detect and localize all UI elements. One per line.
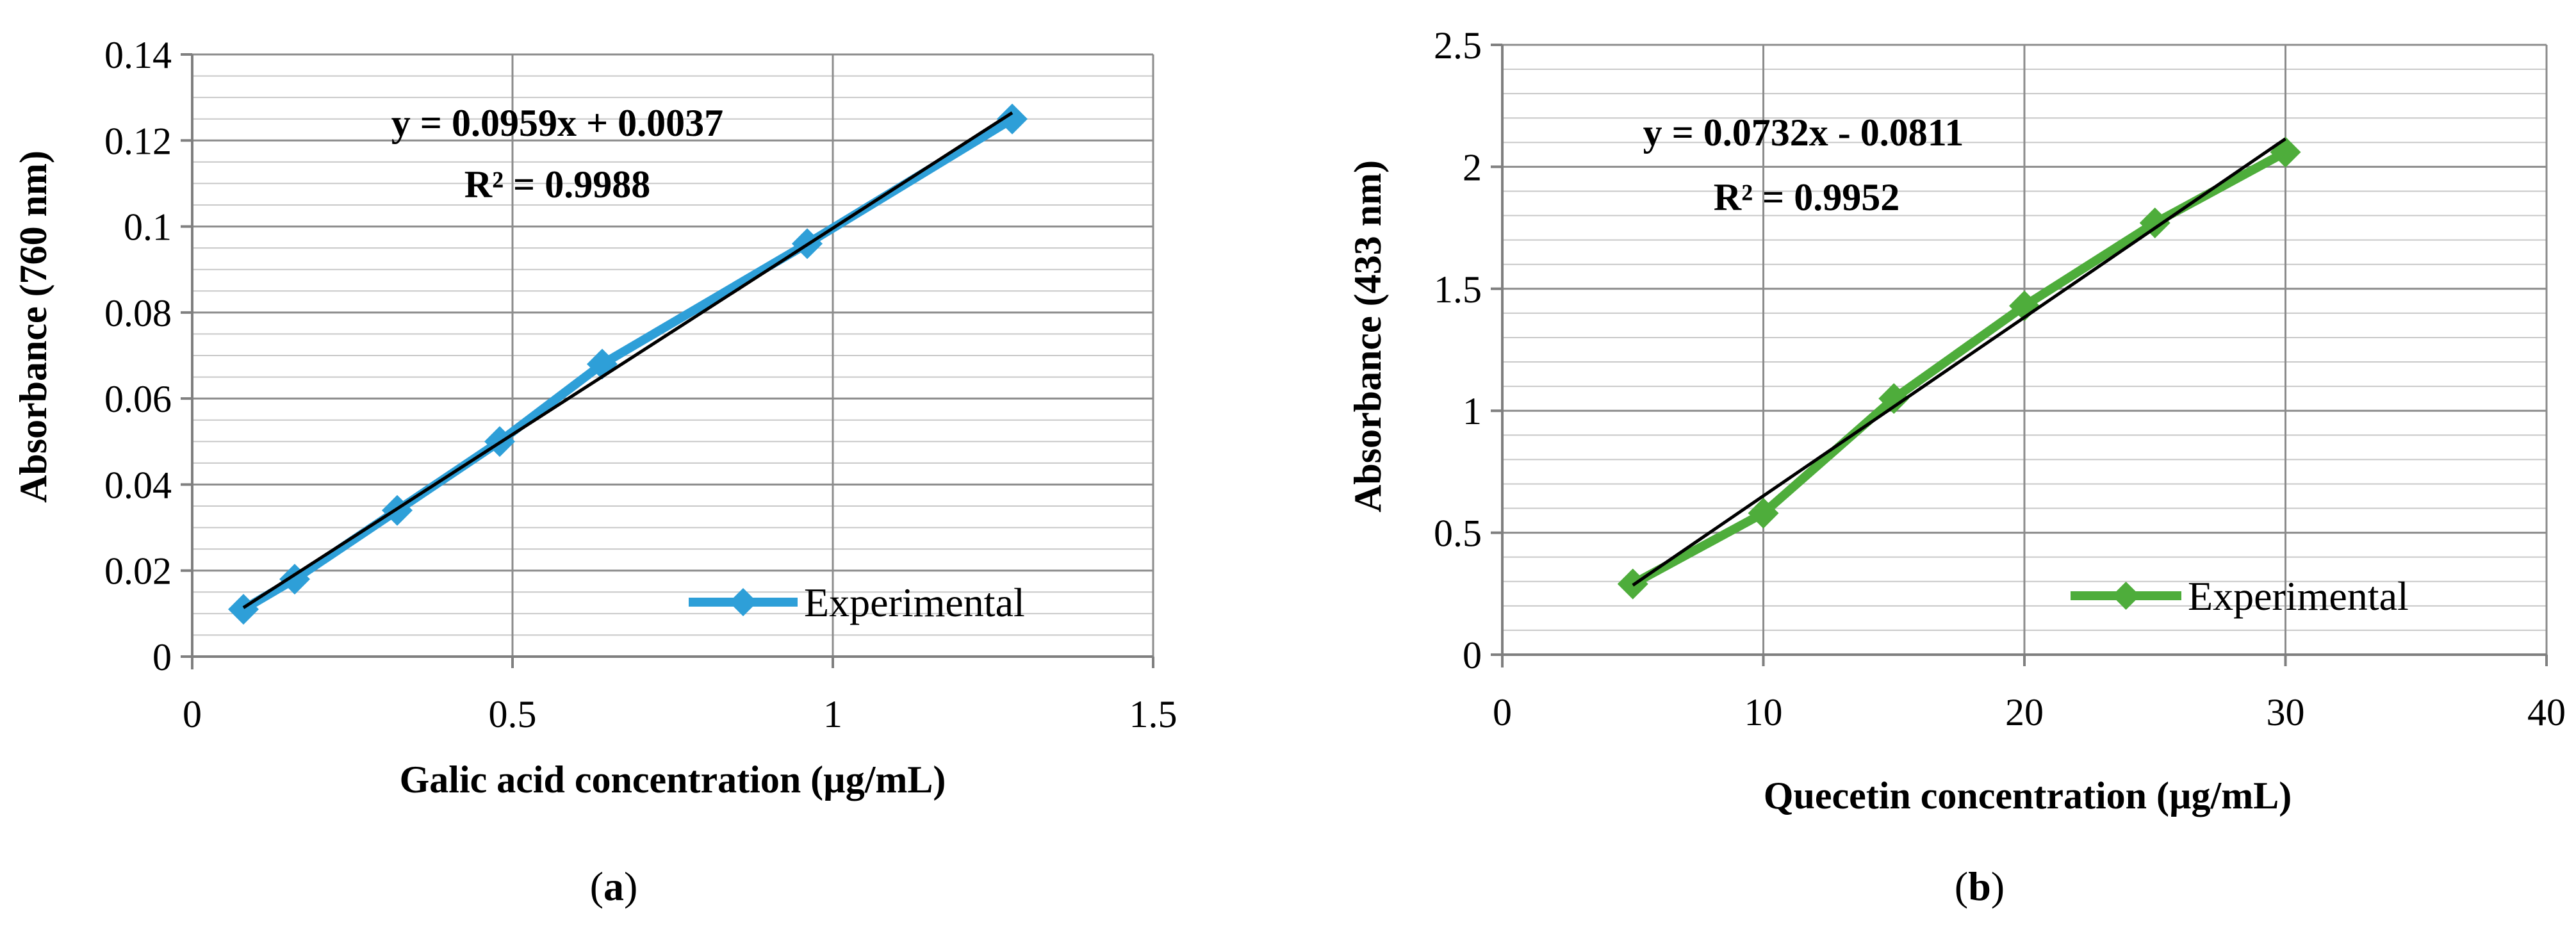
r-squared-label: R² = 0.9988 xyxy=(464,163,651,206)
y-tick-label: 0 xyxy=(1463,634,1482,676)
x-tick-label: 0 xyxy=(183,693,202,735)
y-tick-label: 0.5 xyxy=(1434,512,1482,555)
r-squared-label: R² = 0.9952 xyxy=(1714,176,1900,218)
data-point xyxy=(1878,383,1910,414)
legend-label: Experimental xyxy=(804,580,1025,625)
y-tick-label: 0.14 xyxy=(104,34,172,76)
y-tick-label: 1 xyxy=(1463,390,1482,432)
panel-label-b: (b) xyxy=(1955,864,2005,909)
x-axis-title: Galic acid concentration (µg/mL) xyxy=(400,758,946,801)
series-line xyxy=(1630,148,2288,588)
major-gridlines xyxy=(192,53,1154,657)
x-tick-label: 0 xyxy=(1493,691,1512,733)
chart-panel-a: 0 0.02 0.04 0.06 0.08 0.1 0.12 0.14 0 0.5 1 1.5 y … xyxy=(12,34,1177,909)
trendline-line xyxy=(242,111,1013,609)
legend-label: Experimental xyxy=(2188,573,2409,619)
axes xyxy=(1491,44,2548,667)
y-tick-label: 0.08 xyxy=(104,292,172,334)
x-tick-label: 0.5 xyxy=(489,693,537,735)
y-tick-label: 0.06 xyxy=(104,378,172,420)
y-axis-title: Absorbance (760 nm) xyxy=(12,151,54,503)
x-tick-labels: 0 0.5 1 1.5 xyxy=(183,693,1177,735)
legend-marker xyxy=(2112,582,2140,610)
trend-equation: y = 0.0732x - 0.0811 xyxy=(1643,111,1964,154)
x-axis-title: Quecetin concentration (µg/mL) xyxy=(1764,774,2292,817)
legend: Experimental xyxy=(689,580,1025,625)
trendline xyxy=(242,111,1013,609)
panel-label-a: (a) xyxy=(590,864,638,909)
y-tick-label: 2.5 xyxy=(1434,24,1482,67)
major-gridlines xyxy=(1502,44,2548,655)
trend-equation: y = 0.0959x + 0.0037 xyxy=(391,102,723,144)
y-axis-title: Absorbance (433 nm) xyxy=(1347,160,1389,512)
legend-marker xyxy=(729,588,757,616)
panel-letter-b: b xyxy=(1968,864,1991,909)
x-tick-label: 40 xyxy=(2527,691,2566,733)
data-point xyxy=(997,103,1028,135)
y-tick-label: 0.04 xyxy=(104,464,172,506)
y-tick-label: 0.12 xyxy=(104,120,172,162)
data-point xyxy=(1748,498,1779,529)
x-tick-labels: 0 10 20 30 40 xyxy=(1493,691,2566,733)
panel-letter-a: a xyxy=(603,864,624,909)
y-tick-label: 0 xyxy=(152,636,172,678)
y-tick-labels: 0 0.02 0.04 0.06 0.08 0.1 0.12 0.14 xyxy=(104,34,172,678)
x-tick-label: 20 xyxy=(2005,691,2044,733)
y-tick-label: 0.02 xyxy=(104,550,172,593)
x-tick-label: 1.5 xyxy=(1129,693,1177,735)
chart-panel-b: 0 0.5 1 1.5 2 2.5 0 10 20 30 40 y = 0.0732x - 0.0… xyxy=(1347,24,2566,909)
axes xyxy=(181,53,1154,669)
y-tick-label: 0.1 xyxy=(124,206,172,249)
y-tick-label: 1.5 xyxy=(1434,268,1482,311)
x-tick-label: 10 xyxy=(1744,691,1783,733)
trendline xyxy=(1632,137,2286,587)
x-tick-label: 1 xyxy=(823,693,842,735)
y-tick-labels: 0 0.5 1 1.5 2 2.5 xyxy=(1434,24,1482,676)
data-point xyxy=(2139,207,2170,238)
trendline-line xyxy=(1632,137,2286,587)
legend: Experimental xyxy=(2071,573,2409,619)
x-tick-label: 30 xyxy=(2267,691,2305,733)
y-tick-label: 2 xyxy=(1463,146,1482,188)
